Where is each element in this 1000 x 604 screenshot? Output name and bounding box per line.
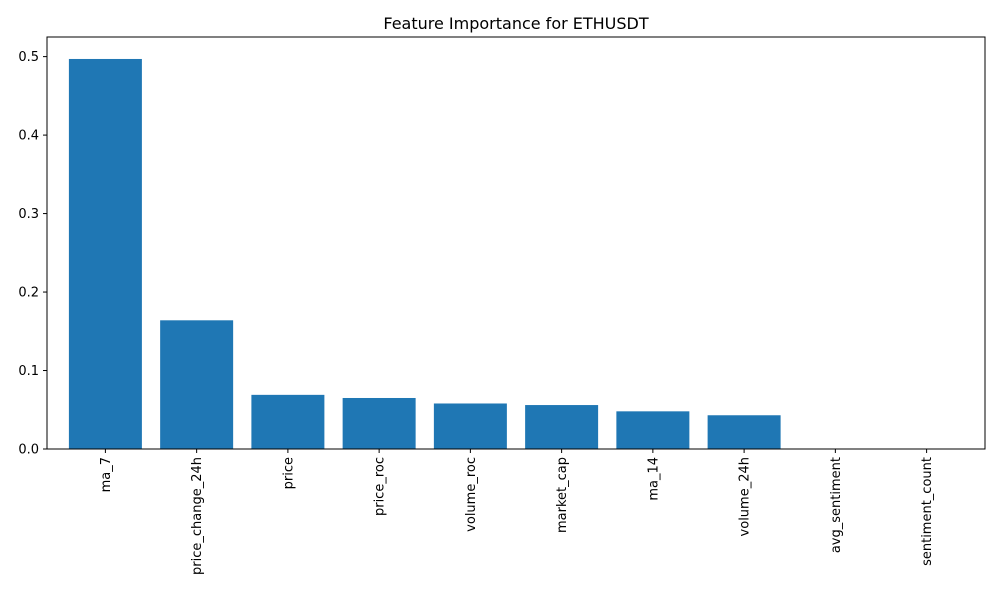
bar-ma-7 <box>68 58 142 450</box>
bar-price-roc <box>342 397 416 449</box>
bar-market-cap <box>525 405 599 449</box>
x-tick-label: avg_sentiment <box>829 457 844 553</box>
x-tick-label: ma_7 <box>99 457 114 492</box>
y-tick-label: 0.1 <box>18 364 39 379</box>
y-tick-label: 0.2 <box>18 286 39 301</box>
x-tick-label: price_change_24h <box>190 457 205 575</box>
bar-volume-roc <box>433 403 507 449</box>
y-tick-label: 0.4 <box>18 129 39 144</box>
x-tick-label: volume_24h <box>738 457 753 536</box>
x-tick-label: sentiment_count <box>920 457 935 566</box>
x-tick-label: ma_14 <box>646 457 661 501</box>
x-tick-label: price_roc <box>373 457 388 516</box>
bars-layer <box>68 58 781 450</box>
x-tick-label: market_cap <box>555 457 570 533</box>
bar-price <box>251 394 325 449</box>
x-tick-label: volume_roc <box>464 457 479 532</box>
y-tick-label: 0.0 <box>18 443 39 458</box>
x-tick-label: price <box>281 457 296 489</box>
y-tick-label: 0.5 <box>18 50 39 65</box>
bar-volume-24h <box>707 415 781 449</box>
plot-frame <box>46 36 986 450</box>
bar-ma-14 <box>616 411 690 449</box>
y-tick-label: 0.3 <box>18 207 39 222</box>
axes-layer: 0.0 0.1 0.2 0.3 0.4 0.5 ma_7 price_change_24h pr… <box>18 36 986 575</box>
chart-title: Feature Importance for ETHUSDT <box>383 14 649 33</box>
bar-price-change-24h <box>160 320 234 449</box>
